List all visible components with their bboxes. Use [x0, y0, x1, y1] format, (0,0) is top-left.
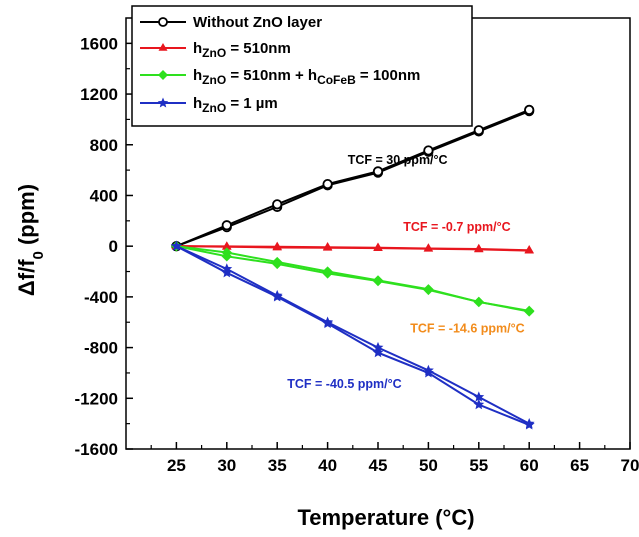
- data-point: [322, 178, 333, 190]
- legend-marker: [158, 70, 168, 80]
- x-tick-label: 30: [217, 456, 236, 475]
- data-point: [170, 240, 182, 251]
- annotations: TCF = 30 ppm/°C TCF = -0.7 ppm/°C TCF = -1…: [287, 153, 524, 391]
- tcf-annotation: TCF = -0.7 ppm/°C: [403, 220, 510, 234]
- x-axis-title: Temperature (°C): [297, 505, 474, 530]
- y-tick-label: 800: [90, 136, 118, 155]
- legend-text-part: h: [193, 95, 202, 112]
- data-point: [473, 391, 485, 402]
- data-point: [322, 268, 333, 279]
- series-1: [171, 240, 534, 254]
- legend-entry: hZnO = 1 µm: [193, 95, 278, 115]
- data-point: [473, 398, 485, 410]
- legend-entry: hZnO = 510nm: [193, 40, 291, 60]
- data-point: [272, 258, 283, 270]
- legend-text-part: ZnO: [202, 101, 226, 115]
- series-line: [176, 245, 530, 252]
- y-tick-label: -1600: [75, 440, 118, 459]
- x-axis: 25 30 35 40 45 50 55 60 65 70: [150, 442, 639, 475]
- legend-text-part: = 510nm + h: [226, 67, 317, 84]
- series-line: [176, 108, 530, 248]
- y-tick-label: 0: [109, 237, 118, 256]
- legend-text-part: h: [193, 67, 202, 84]
- tcf-annotation: TCF = -40.5 ppm/°C: [287, 377, 401, 391]
- data-point: [524, 306, 535, 317]
- legend-marker: [158, 17, 168, 27]
- y-tick-label: 1600: [80, 34, 118, 53]
- y-tick-label: -800: [84, 339, 118, 358]
- y-tick-label: 400: [90, 186, 118, 205]
- data-point: [423, 284, 434, 296]
- y-axis-title: Δf/f0 (ppm): [14, 184, 47, 296]
- data-point: [473, 125, 484, 136]
- series-3: [170, 240, 535, 430]
- series-line: [176, 245, 530, 313]
- series-2: [171, 240, 535, 317]
- data-point: [523, 419, 535, 430]
- y-axis-title-tail: (ppm): [14, 184, 39, 251]
- legend-marker: [158, 43, 168, 51]
- x-tick-label: 40: [318, 456, 337, 475]
- data-point: [372, 346, 384, 358]
- data-point: [423, 243, 434, 252]
- legend-text-part: CoFeB: [317, 73, 356, 87]
- series-line: [175, 245, 530, 425]
- legend-entry: Without ZnO layer: [193, 14, 322, 31]
- legend-box: [131, 5, 473, 127]
- data-point: [372, 275, 384, 287]
- legend-text-part: = 510nm: [226, 40, 291, 57]
- data-point: [221, 251, 232, 262]
- x-tick-label: 60: [520, 456, 539, 475]
- series-line: [176, 110, 530, 248]
- legend-text-part: h: [193, 40, 202, 57]
- data-point: [524, 245, 534, 254]
- data-point: [422, 367, 434, 378]
- x-tick-label: 55: [469, 456, 488, 475]
- x-tick-label: 65: [570, 456, 589, 475]
- legend-text-part: = 100nm: [356, 67, 421, 84]
- tcf-annotation: TCF = -14.6 ppm/°C: [410, 321, 524, 335]
- data-point: [272, 199, 283, 210]
- x-tick-label: 35: [268, 456, 287, 475]
- data-point: [221, 220, 232, 231]
- y-axis-title-sub: 0: [30, 251, 47, 259]
- y-tick-label: -400: [84, 288, 118, 307]
- data-point: [372, 166, 384, 177]
- y-axis-title-main: Δf/f: [14, 259, 39, 296]
- data-point: [271, 291, 283, 302]
- data-point: [524, 104, 535, 116]
- y-tick-label: -1200: [75, 389, 118, 408]
- legend-text-part: Without ZnO layer: [193, 14, 322, 31]
- data-point: [222, 241, 232, 250]
- y-tick-label: 1200: [80, 85, 118, 104]
- tcf-annotation: TCF = 30 ppm/°C: [348, 153, 448, 167]
- series-line: [175, 245, 530, 426]
- series-0: [171, 104, 535, 252]
- data-point: [322, 241, 333, 251]
- data-point: [221, 267, 233, 278]
- y-axis: -1600 -1200 -800 -400 0 400 800 1200 1600: [75, 34, 133, 459]
- x-tick-label: 50: [419, 456, 438, 475]
- data-point: [373, 242, 383, 251]
- data-point: [272, 241, 282, 250]
- x-tick-label: 45: [369, 456, 388, 475]
- legend-text-part: ZnO: [202, 73, 226, 87]
- x-tick-label: 25: [167, 456, 186, 475]
- data-point: [423, 145, 434, 156]
- data-point: [474, 243, 484, 252]
- legend-entry: hZnO = 510nm + hCoFeB = 100nm: [193, 67, 420, 87]
- legend-marker: [157, 97, 169, 108]
- data-point: [322, 317, 334, 329]
- data-point: [473, 296, 484, 308]
- legend-text-part: = 1 µm: [226, 95, 278, 112]
- x-tick-label: 70: [621, 456, 639, 475]
- series-layer: [170, 104, 535, 430]
- legend-text-part: ZnO: [202, 46, 226, 60]
